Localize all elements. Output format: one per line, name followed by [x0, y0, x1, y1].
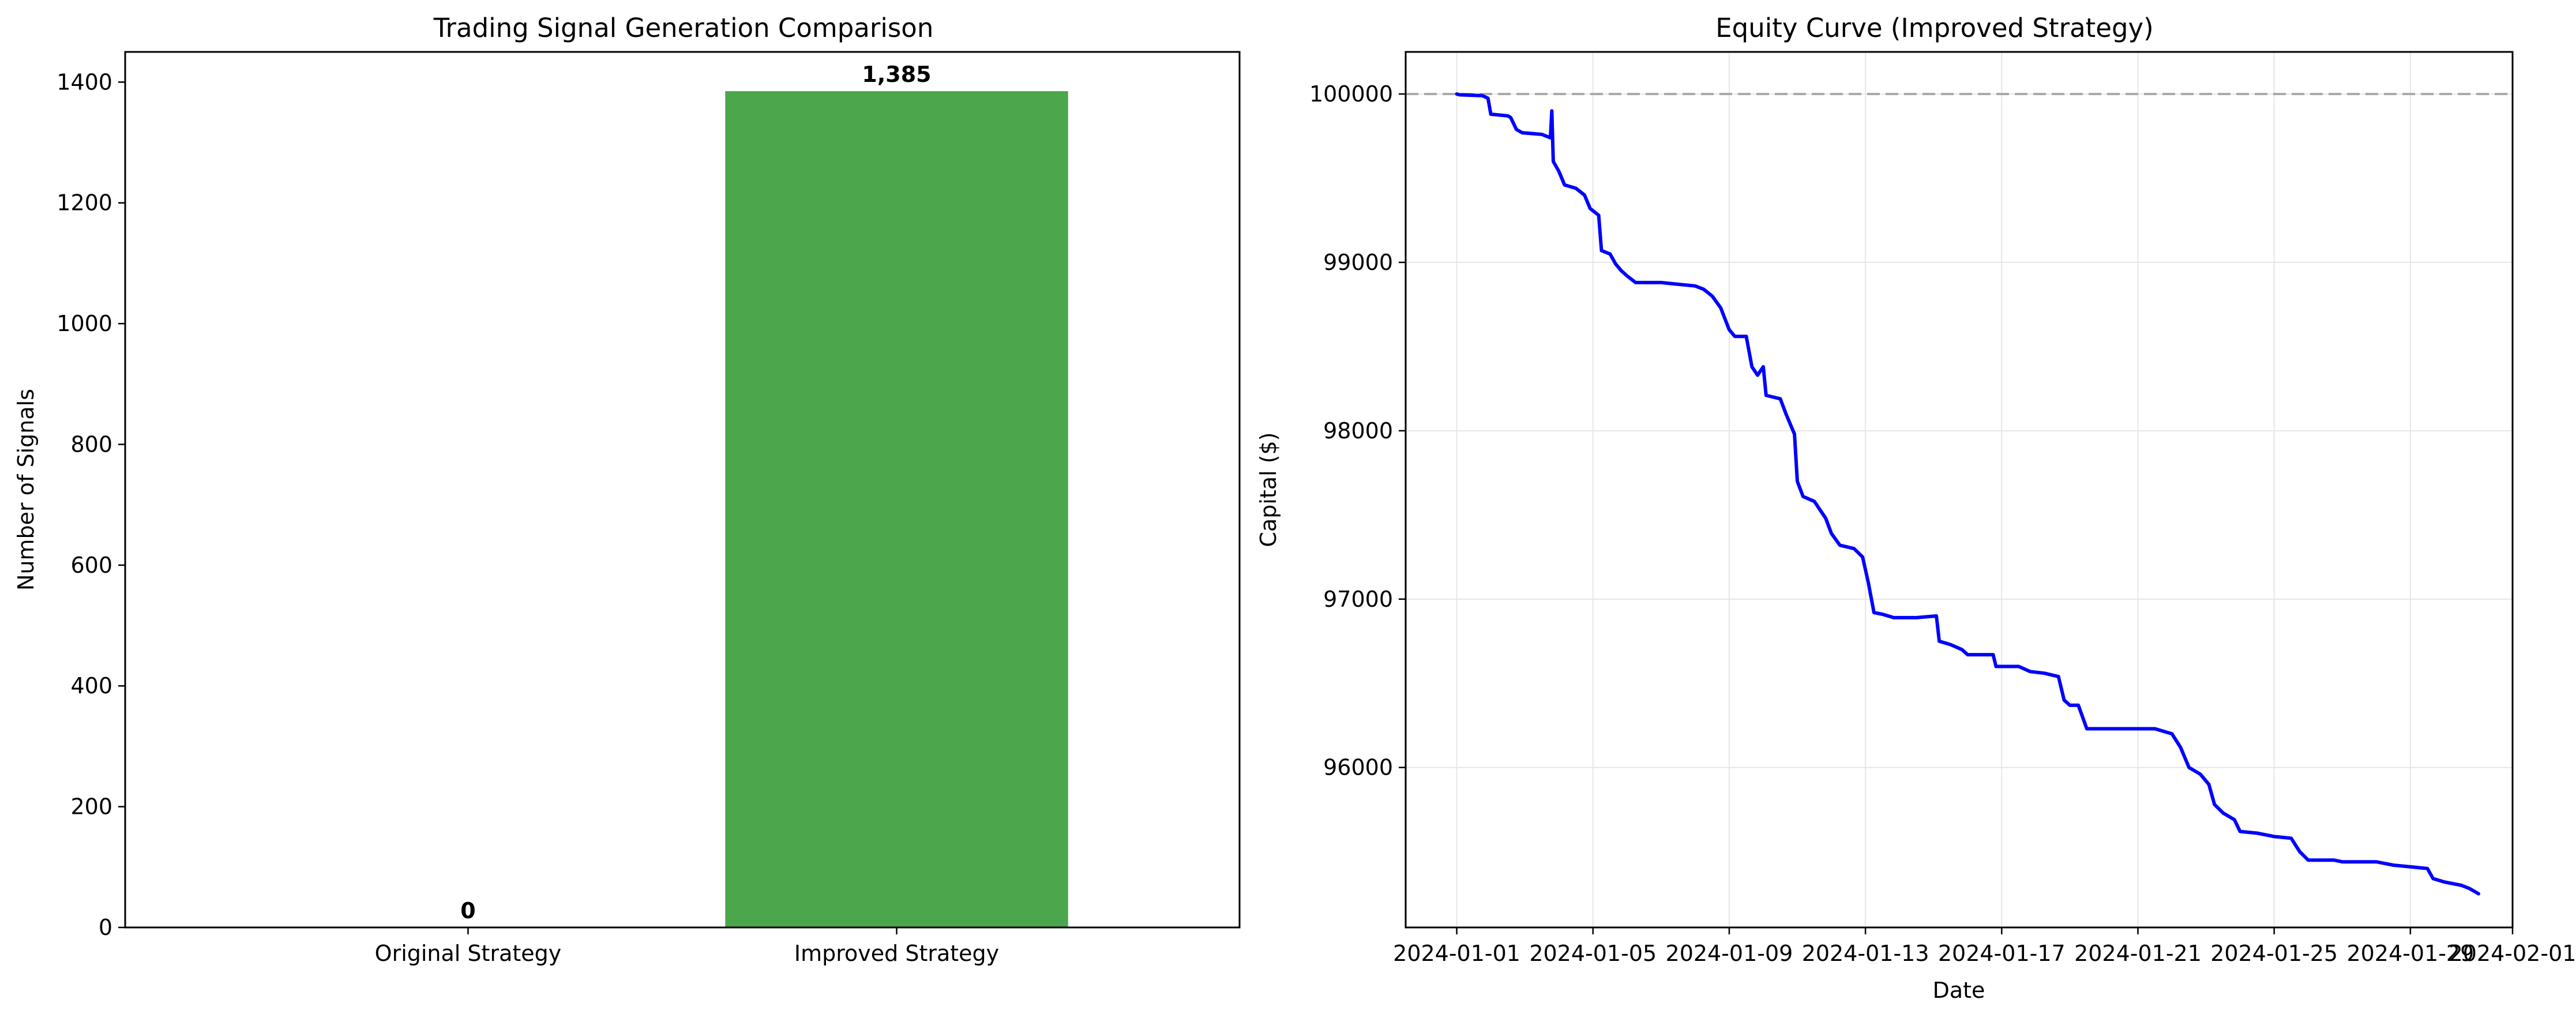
x-tick-label: 2024-01-25	[2210, 941, 2338, 966]
y-tick-label: 1000	[57, 311, 112, 336]
line-chart-frame	[1405, 51, 2514, 929]
line-chart-series	[1455, 92, 2480, 896]
y-tick-label: 1200	[57, 190, 112, 216]
y-tick-label: 0	[99, 915, 112, 940]
x-tick-label: 2024-02-01	[2449, 941, 2576, 966]
bar-chart-y-label: Number of Signals	[13, 389, 39, 591]
line-chart-x-ticks: 2024-01-01 2024-01-05 2024-01-09 2024-01-13…	[1393, 927, 2576, 966]
x-tick-label: 2024-01-13	[1802, 941, 1929, 966]
bar-improved-strategy	[725, 91, 1068, 927]
x-tick-label: 2024-01-21	[2074, 941, 2202, 966]
x-tick-label: Improved Strategy	[794, 941, 999, 966]
line-chart-y-ticks: 96000 97000 98000 99000 100000	[1309, 81, 1406, 780]
equity-line-chart: Equity Curve (Improved Strategy) 96000 97…	[1256, 13, 2576, 1003]
bar-data-label: 1,385	[862, 62, 931, 87]
line-chart-title: Equity Curve (Improved Strategy)	[1715, 13, 2154, 43]
bar-chart-y-ticks: 0 200 400 600 800 1000 1200 1400	[57, 69, 125, 940]
line-chart-grid	[1406, 52, 2513, 927]
bar-data-label: 0	[460, 898, 475, 923]
line-chart-y-label: Capital ($)	[1256, 432, 1281, 547]
y-tick-label: 99000	[1323, 250, 1393, 275]
x-tick-label: 2024-01-17	[1938, 941, 2066, 966]
equity-curve-line	[1455, 92, 2480, 896]
bar-chart-frame	[124, 51, 1241, 929]
x-tick-label: 2024-01-01	[1393, 941, 1520, 966]
x-tick-label: 2024-01-29	[2346, 941, 2474, 966]
y-tick-label: 100000	[1309, 81, 1393, 107]
y-tick-label: 600	[70, 553, 112, 578]
signal-bar-chart: Trading Signal Generation Comparison 0 20…	[13, 13, 1241, 966]
y-tick-label: 97000	[1323, 587, 1393, 612]
y-tick-label: 96000	[1323, 755, 1393, 780]
x-tick-label: Original Strategy	[375, 941, 562, 966]
x-tick-label: 2024-01-09	[1666, 941, 1793, 966]
bar-chart-title: Trading Signal Generation Comparison	[433, 13, 934, 43]
y-tick-label: 1400	[57, 69, 112, 95]
y-tick-label: 800	[70, 431, 112, 457]
bar-chart-x-ticks: Original Strategy Improved Strategy	[375, 927, 999, 966]
bar-chart-data-labels: 0 1,385	[460, 62, 931, 923]
x-tick-label: 2024-01-05	[1529, 941, 1657, 966]
y-tick-label: 400	[70, 673, 112, 698]
y-tick-label: 200	[70, 794, 112, 820]
line-chart-x-label: Date	[1933, 978, 1985, 1003]
bar-chart-bars	[725, 91, 1068, 927]
y-tick-label: 98000	[1323, 418, 1393, 444]
